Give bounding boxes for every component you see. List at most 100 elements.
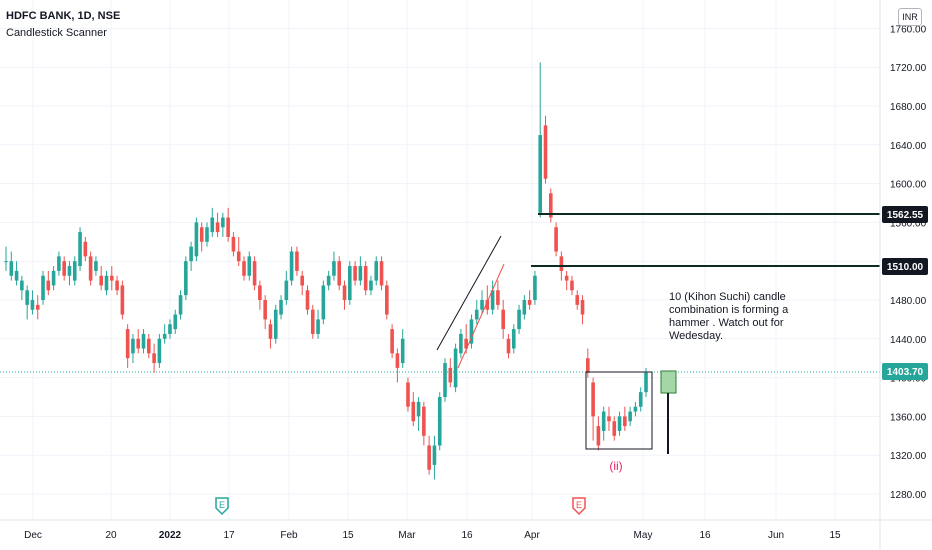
candle-body bbox=[638, 392, 643, 407]
candle-body bbox=[501, 309, 505, 330]
wave-label: (ii) bbox=[609, 459, 622, 473]
candle-body bbox=[559, 256, 564, 271]
candle-body bbox=[178, 295, 183, 315]
y-tick-label: 1680.00 bbox=[890, 102, 927, 113]
candle bbox=[295, 246, 299, 276]
candle-body bbox=[289, 251, 294, 281]
candle bbox=[580, 295, 585, 325]
candle-body bbox=[469, 319, 474, 344]
candle-body bbox=[332, 261, 336, 276]
candle bbox=[62, 256, 66, 281]
candle-body bbox=[538, 135, 543, 213]
candle bbox=[374, 256, 379, 286]
candle-body bbox=[337, 261, 342, 286]
candle-body bbox=[284, 280, 289, 300]
candle bbox=[353, 261, 357, 286]
candle bbox=[236, 236, 241, 267]
candle-body bbox=[67, 266, 72, 276]
candle-body bbox=[62, 261, 66, 276]
candle bbox=[247, 251, 252, 281]
candle-body bbox=[511, 329, 516, 349]
x-tick-label: Apr bbox=[524, 530, 540, 541]
candle-body bbox=[596, 426, 601, 446]
candle-body bbox=[390, 329, 394, 354]
candle-body bbox=[247, 256, 252, 276]
candle bbox=[205, 222, 209, 247]
symbol-title[interactable]: HDFC BANK, 1D, NSE bbox=[6, 10, 121, 22]
candle bbox=[628, 406, 632, 427]
candle bbox=[157, 333, 162, 368]
candle-body bbox=[305, 290, 310, 310]
candle bbox=[67, 261, 72, 286]
candle bbox=[184, 256, 188, 300]
candle bbox=[480, 290, 484, 315]
candle bbox=[554, 222, 558, 257]
candle bbox=[400, 329, 405, 368]
candle bbox=[215, 212, 220, 237]
candle bbox=[474, 300, 479, 325]
candle-body bbox=[46, 280, 51, 291]
projected-candle-body[interactable] bbox=[660, 370, 677, 394]
candle-body bbox=[400, 338, 405, 364]
candle-body bbox=[231, 236, 236, 252]
trendline-lower[interactable] bbox=[457, 263, 505, 369]
candle bbox=[517, 304, 521, 334]
y-tick-label: 1720.00 bbox=[890, 63, 927, 74]
candle-body bbox=[369, 280, 373, 291]
candle bbox=[316, 309, 320, 339]
candle-body bbox=[326, 275, 331, 286]
y-tick-label: 1360.00 bbox=[890, 412, 927, 423]
candle bbox=[644, 367, 648, 397]
candle-body bbox=[363, 266, 368, 291]
currency-button[interactable]: INR bbox=[898, 8, 922, 26]
trendline-upper[interactable] bbox=[436, 235, 502, 351]
candle-body bbox=[395, 353, 400, 368]
candle bbox=[321, 280, 326, 325]
candle-body bbox=[83, 241, 88, 257]
y-tick-label: 1320.00 bbox=[890, 451, 927, 462]
x-tick-label: 15 bbox=[829, 530, 841, 541]
candle bbox=[109, 266, 114, 291]
candle-body bbox=[104, 275, 109, 291]
y-tick-label: 1600.00 bbox=[890, 180, 927, 191]
candle-body bbox=[432, 445, 437, 465]
x-tick-label: 17 bbox=[223, 530, 235, 541]
time-axis[interactable]: Dec 20 2022 17 Feb 15 Mar 16 Apr May 16 Jun 15 bbox=[24, 530, 841, 541]
candle-body bbox=[184, 261, 188, 296]
candle-body bbox=[57, 256, 61, 271]
candle-body bbox=[406, 382, 410, 407]
pattern-box[interactable] bbox=[585, 371, 653, 450]
candle-body bbox=[236, 251, 241, 262]
indicator-label[interactable]: Candlestick Scanner bbox=[6, 27, 107, 39]
candle bbox=[437, 392, 442, 451]
candle bbox=[448, 358, 453, 388]
candle bbox=[104, 270, 109, 296]
candle-body bbox=[480, 300, 484, 310]
earnings-marker-1[interactable]: E bbox=[215, 497, 229, 516]
candle bbox=[273, 304, 278, 344]
candle bbox=[120, 280, 125, 320]
candle bbox=[78, 227, 82, 271]
candle bbox=[453, 343, 458, 393]
candle bbox=[596, 416, 601, 451]
earnings-marker-2[interactable]: E bbox=[572, 497, 586, 516]
candle-body bbox=[310, 309, 315, 334]
candle bbox=[633, 401, 638, 417]
candle bbox=[422, 401, 426, 446]
candle bbox=[548, 188, 553, 223]
candle-body bbox=[348, 266, 352, 300]
x-tick-label: 16 bbox=[461, 530, 473, 541]
candle bbox=[168, 319, 172, 339]
price-tag-last: 1403.70 bbox=[882, 363, 928, 380]
candle-body bbox=[168, 324, 172, 334]
candle bbox=[506, 333, 511, 359]
candle-body bbox=[273, 309, 278, 339]
candle-body bbox=[607, 416, 611, 422]
candle bbox=[125, 324, 130, 368]
candle-body bbox=[242, 261, 246, 276]
candle-body bbox=[99, 275, 104, 286]
annotation-note[interactable]: 10 (Kihon Suchi) candle combination is f… bbox=[669, 291, 789, 342]
x-tick-label: 2022 bbox=[159, 530, 182, 541]
candle-body bbox=[496, 290, 500, 305]
